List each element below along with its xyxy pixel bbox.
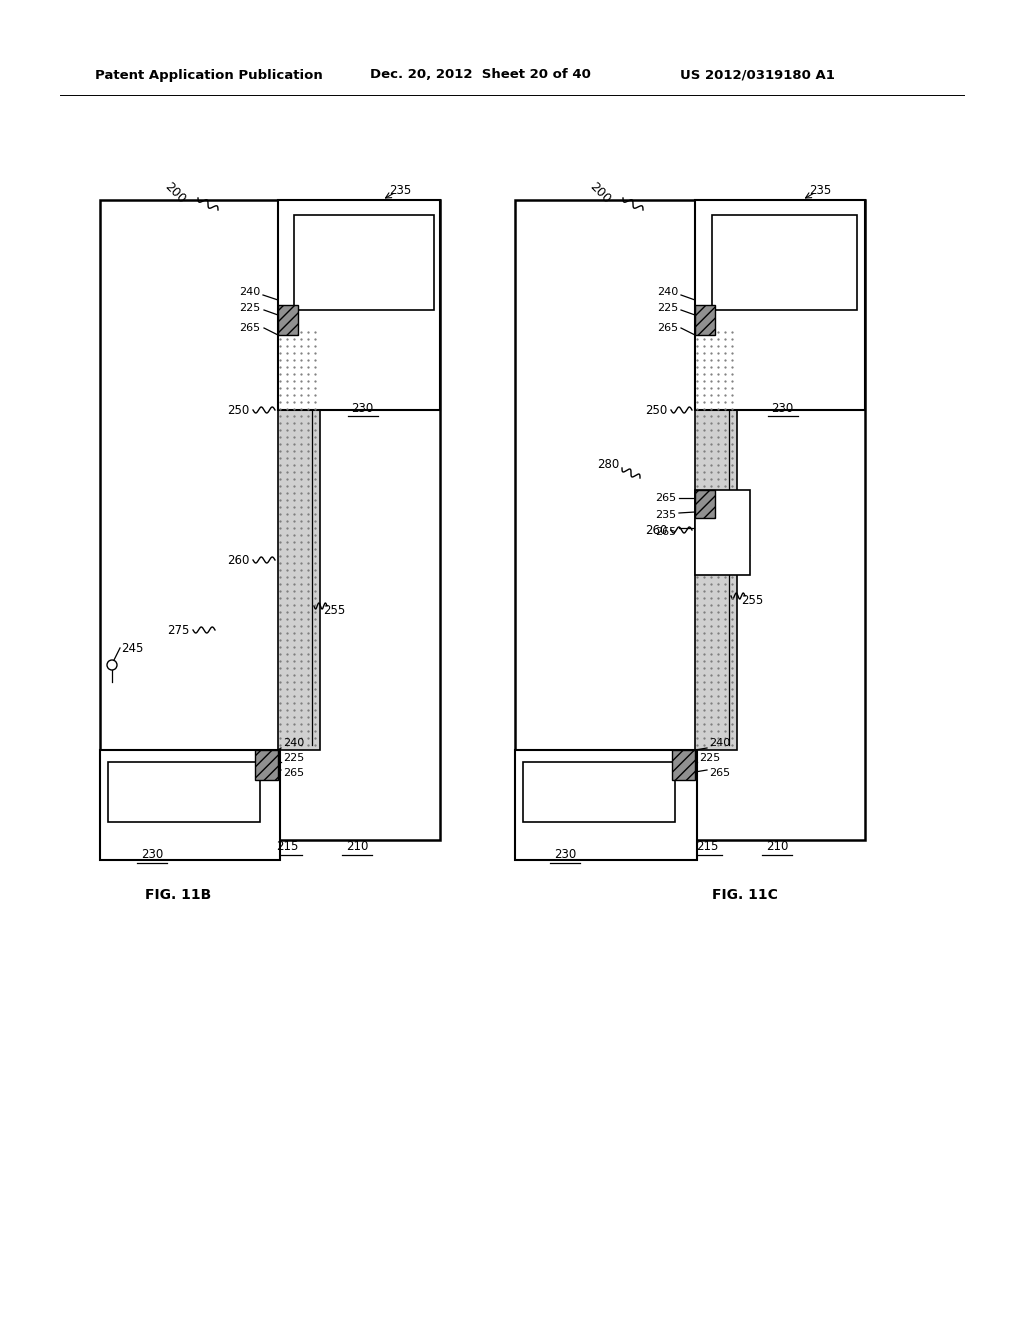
Text: 240: 240 [240,286,261,297]
Text: Patent Application Publication: Patent Application Publication [95,69,323,82]
Text: 280: 280 [597,458,620,471]
Bar [108,762,260,822]
Text: 250: 250 [645,404,667,417]
Text: 265: 265 [655,492,677,503]
Text: 225: 225 [240,304,261,313]
Bar [695,305,715,335]
Text: 220: 220 [353,256,375,268]
Bar [695,201,865,411]
Text: 220: 220 [773,256,796,268]
Text: 220: 220 [588,785,610,799]
Bar [255,750,278,780]
Text: Dec. 20, 2012  Sheet 20 of 40: Dec. 20, 2012 Sheet 20 of 40 [370,69,591,82]
Text: 275: 275 [167,623,189,636]
Text: 240: 240 [710,738,731,748]
Bar [294,215,434,310]
Bar [695,330,737,750]
Text: 210: 210 [346,841,369,854]
Text: 220: 220 [723,539,745,552]
Text: 215: 215 [275,841,298,854]
Text: 265: 265 [657,323,679,333]
Text: 230: 230 [554,849,577,862]
Bar [515,750,697,861]
Bar [278,330,319,750]
Text: 210: 210 [766,841,788,854]
Text: 230: 230 [771,401,794,414]
Bar [712,215,857,310]
Text: 265: 265 [284,768,304,777]
Text: 265: 265 [240,323,260,333]
Text: 240: 240 [657,286,679,297]
Text: 200: 200 [587,180,613,206]
Text: 220: 220 [173,785,196,799]
Text: 240: 240 [284,738,304,748]
Text: 245: 245 [121,642,143,655]
Text: 215: 215 [696,841,718,854]
Bar [278,305,298,335]
Text: 255: 255 [741,594,763,606]
Text: 235: 235 [809,185,831,198]
Bar [278,201,440,411]
Bar [695,490,750,576]
Text: 250: 250 [227,404,249,417]
Bar [695,490,715,517]
Text: FIG. 11B: FIG. 11B [144,888,211,902]
Bar [672,750,695,780]
Text: 225: 225 [284,752,304,763]
Text: 235: 235 [655,510,677,520]
Text: 230: 230 [141,849,163,862]
Text: US 2012/0319180 A1: US 2012/0319180 A1 [680,69,835,82]
Text: 260: 260 [226,553,249,566]
Text: 265: 265 [710,768,730,777]
Bar [100,750,280,861]
Text: 225: 225 [657,304,679,313]
Text: 235: 235 [389,185,411,198]
Text: 260: 260 [645,524,668,536]
Text: 255: 255 [323,603,345,616]
Text: 265: 265 [655,527,677,537]
Bar [515,201,865,840]
Bar [100,201,440,840]
Text: 200: 200 [162,180,188,206]
Bar [523,762,675,822]
Text: FIG. 11C: FIG. 11C [712,888,778,902]
Text: 230: 230 [351,401,373,414]
Text: 225: 225 [699,752,721,763]
